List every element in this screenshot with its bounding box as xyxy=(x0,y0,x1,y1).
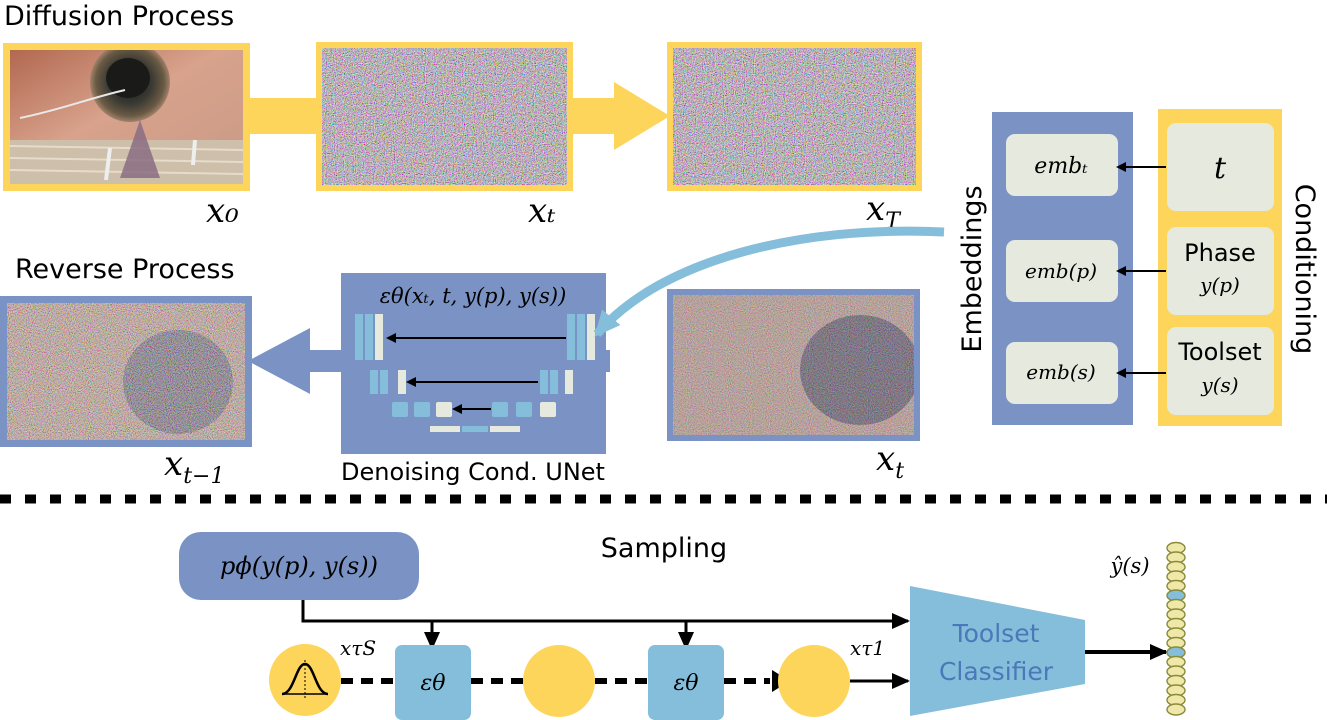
output-vector xyxy=(1166,541,1186,716)
embedding-s: emb(s) xyxy=(1026,360,1095,384)
unet-formula: εθ(xₜ, t, y(p), y(s)) xyxy=(380,284,567,308)
final-node xyxy=(778,645,850,717)
eps-box-1 xyxy=(395,645,471,720)
label-x-tau-S: xτS xyxy=(340,636,376,660)
prior-to-classifier-line xyxy=(301,600,910,629)
image-x0 xyxy=(3,43,250,191)
prior-box xyxy=(179,532,419,600)
condition-t: t xyxy=(1214,151,1227,186)
condition-toolset-label: Toolset xyxy=(1177,338,1261,366)
condition-phase-label: Phase xyxy=(1184,239,1256,267)
unet-label: Denoising Cond. UNet xyxy=(341,458,605,486)
unet-box: εθ(xₜ, t, y(p), y(s)) xyxy=(341,273,606,454)
output-dot xyxy=(1166,703,1186,716)
label-xt-minus-1: xt−1 xyxy=(164,444,224,489)
output-label: ŷ(s) xyxy=(1109,554,1149,578)
forward-arrow-shaft-1 xyxy=(245,98,320,134)
classifier-label-2: Classifier xyxy=(939,657,1054,686)
prior-label: pϕ(y(p), y(s)) xyxy=(220,552,378,580)
embeddings-title: Embeddings xyxy=(957,185,988,352)
image-xt xyxy=(316,42,573,191)
sampling-title: Sampling xyxy=(601,533,727,564)
eps-box-2 xyxy=(648,645,724,720)
label-xt: xₜ xyxy=(528,191,556,231)
reverse-title: Reverse Process xyxy=(15,254,235,285)
classifier-label-1: Toolset xyxy=(952,619,1040,648)
intermediate-node xyxy=(523,645,595,717)
embeddings-panel xyxy=(992,112,1133,425)
condition-phase-var: y(p) xyxy=(1199,273,1240,297)
conditioning-title: Conditioning xyxy=(1289,184,1320,355)
toolset-classifier xyxy=(910,586,1085,716)
label-x-tau-1: xτ1 xyxy=(850,636,885,660)
condition-toolset-var: y(s) xyxy=(1200,373,1238,397)
gaussian-noise-node xyxy=(269,644,341,716)
label-xt-input: xt xyxy=(876,439,904,484)
diffusion-title: Diffusion Process xyxy=(4,1,234,32)
image-xT xyxy=(667,42,922,191)
eps-label-1: εθ xyxy=(420,671,445,696)
forward-arrow-2 xyxy=(566,82,670,150)
embedding-p: emb(p) xyxy=(1025,259,1097,283)
embedding-injection-arrow xyxy=(593,226,945,338)
eps-label-2: εθ xyxy=(673,671,698,696)
image-xt-minus-1 xyxy=(0,296,252,447)
conditioning-panel xyxy=(1158,109,1282,426)
embedding-t: embₜ xyxy=(1034,154,1088,179)
image-xt-input xyxy=(667,289,920,441)
label-x0: x₀ xyxy=(206,191,239,231)
